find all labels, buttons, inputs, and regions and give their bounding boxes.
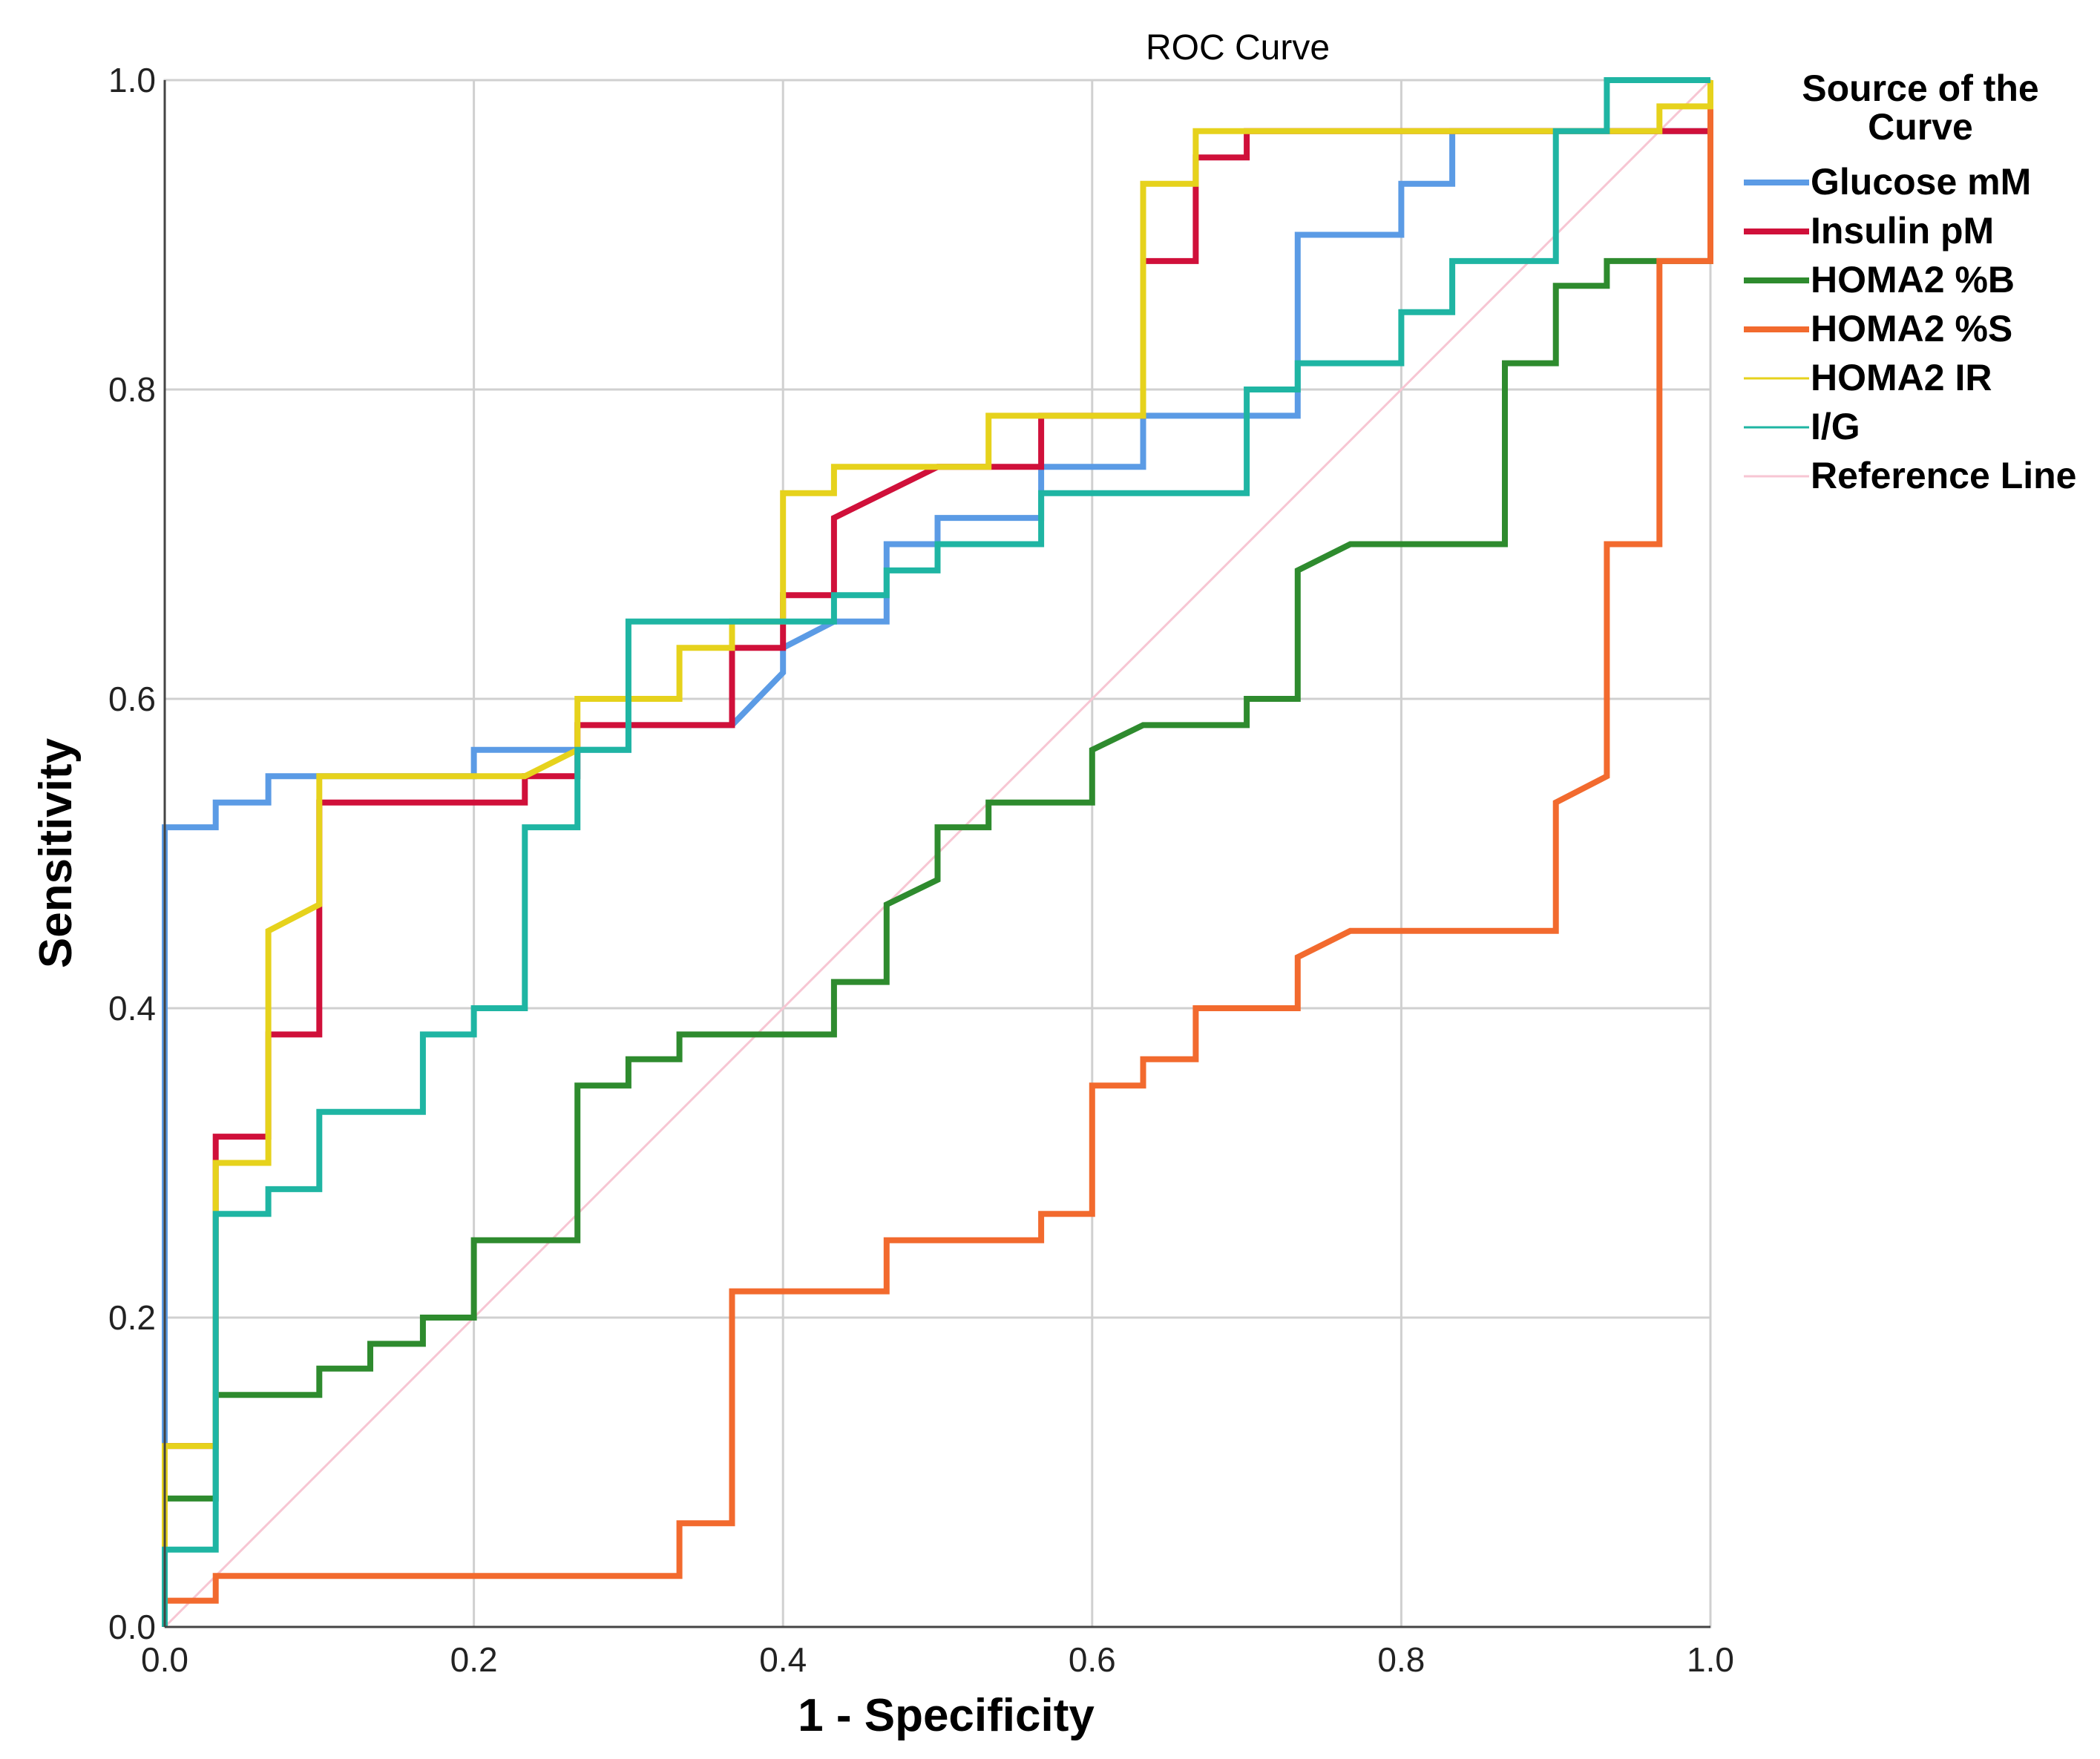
series-layer <box>162 77 1713 1628</box>
legend-label-homa2-ir: HOMA2 IR <box>1811 357 1992 398</box>
y-tick-label-0: 0.0 <box>108 1608 156 1646</box>
y-tick-label-1: 0.2 <box>108 1298 156 1337</box>
x-tick-label-4: 0.8 <box>1377 1640 1425 1679</box>
x-tick-label-1: 0.2 <box>450 1640 498 1679</box>
legend-label-glucose-mm: Glucose mM <box>1811 161 2031 203</box>
series-line-homa2-b <box>162 80 1713 1627</box>
x-tick-labels: 0.0 0.2 0.4 0.6 0.8 1.0 <box>141 1640 1734 1679</box>
y-tick-label-4: 0.8 <box>108 370 156 409</box>
x-tick-label-0: 0.0 <box>141 1640 188 1679</box>
y-tick-label-5: 1.0 <box>108 61 156 99</box>
chart-title: ROC Curve <box>1146 28 1330 68</box>
legend-title-line-1: Source of the <box>1802 68 2038 109</box>
legend-label-reference-line: Reference Line <box>1811 455 2076 496</box>
x-tick-label-5: 1.0 <box>1687 1640 1734 1679</box>
x-axis-title: 1 - Specificity <box>798 1690 1095 1741</box>
x-tick-label-2: 0.4 <box>759 1640 807 1679</box>
y-tick-labels: 0.0 0.2 0.4 0.6 0.8 1.0 <box>108 61 156 1646</box>
y-tick-label-3: 0.6 <box>108 680 156 718</box>
legend-label-insulin-pm: Insulin pM <box>1811 210 1994 251</box>
legend-label-homa2-b: HOMA2 %B <box>1811 259 2015 300</box>
legend: Source of the Curve Glucose mM Insulin pM… <box>1744 68 2076 496</box>
legend-label-homa2-s: HOMA2 %S <box>1811 308 2012 349</box>
series-line-i-g <box>162 77 1710 1627</box>
y-axis-title: Sensitivity <box>30 737 82 968</box>
series-line-homa2-s <box>162 80 1713 1627</box>
legend-label-i-g: I/G <box>1811 406 1860 447</box>
legend-title-line-2: Curve <box>1868 106 1973 148</box>
y-tick-label-2: 0.4 <box>108 989 156 1028</box>
legend-items: Glucose mM Insulin pM HOMA2 %B HOMA2 %S HOMA… <box>1744 161 2076 496</box>
x-tick-label-3: 0.6 <box>1069 1640 1116 1679</box>
